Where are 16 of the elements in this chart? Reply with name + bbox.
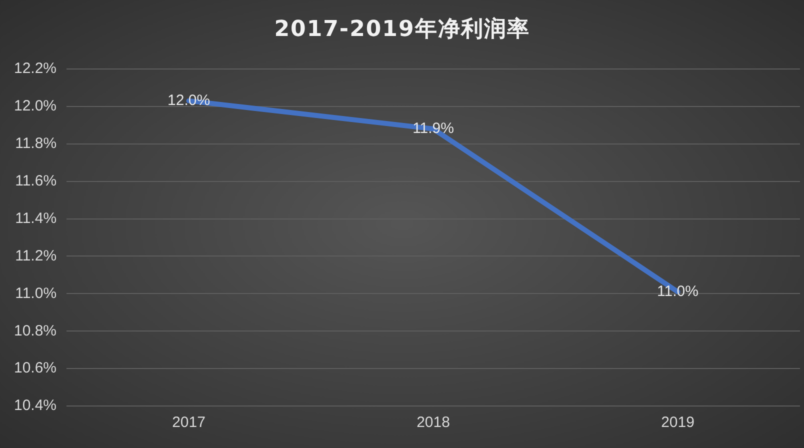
y-tick-label: 12.0%: [14, 98, 57, 115]
y-tick-label: 11.0%: [15, 284, 57, 302]
y-tick-label: 12.2%: [14, 60, 57, 78]
y-tick-label: 10.4%: [14, 397, 57, 414]
y-tick-label: 11.8%: [15, 135, 57, 152]
y-tick-label: 11.2%: [15, 247, 57, 264]
y-tick-label: 10.6%: [14, 360, 57, 377]
data-label: 12.0%: [168, 92, 210, 109]
x-tick-label: 2017: [172, 414, 206, 432]
x-tick-label: 2018: [416, 414, 450, 432]
y-tick-label: 10.8%: [14, 322, 57, 340]
chart-title: 2017-2019年净利润率: [273, 16, 531, 44]
x-tick-label: 2019: [661, 414, 694, 432]
y-tick-label: 11.4%: [15, 210, 57, 227]
data-label: 11.0%: [657, 282, 698, 300]
y-tick-label: 11.6%: [15, 172, 57, 190]
